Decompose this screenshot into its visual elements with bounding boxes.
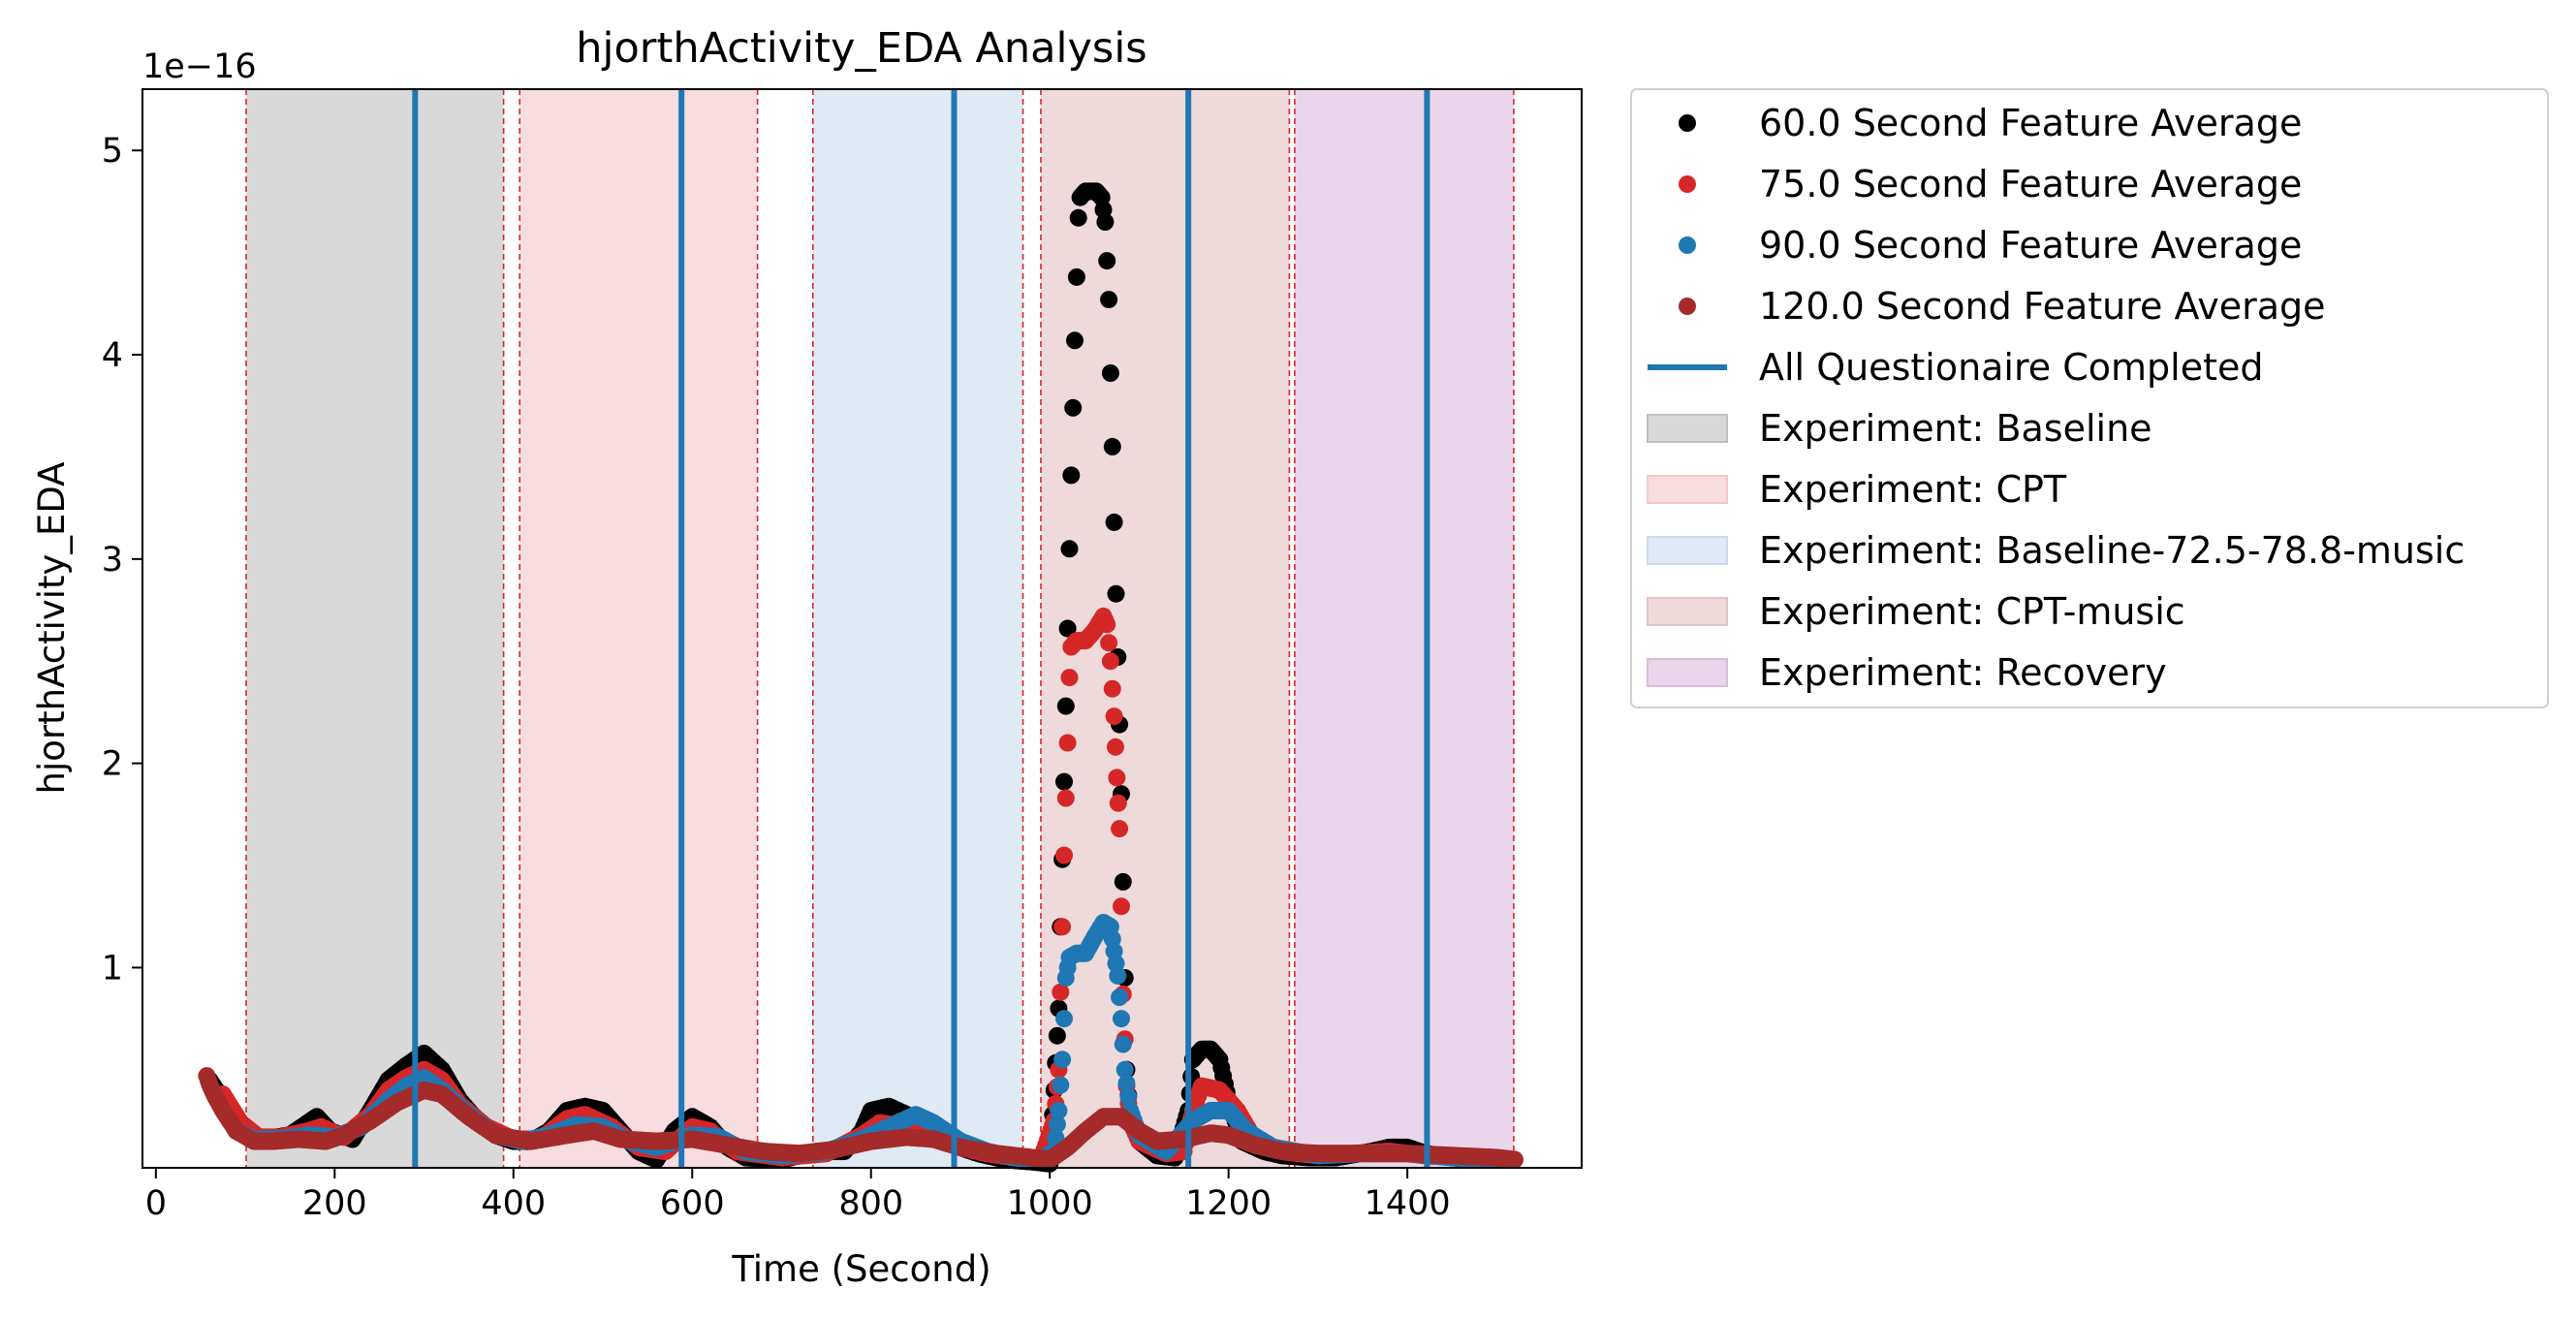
y-tick-label: 3 [102, 541, 123, 580]
point [1067, 267, 1085, 286]
x-tick-label: 1000 [1007, 1184, 1093, 1223]
x-tick-label: 800 [838, 1184, 903, 1223]
experiment-spans [245, 89, 1514, 1168]
y-tick-label: 5 [102, 132, 123, 171]
legend-marker [1679, 298, 1696, 315]
legend-label: Experiment: CPT [1759, 468, 2067, 511]
legend-label: Experiment: Baseline [1759, 407, 2152, 450]
point [1098, 252, 1116, 270]
legend-marker [1647, 597, 1728, 626]
legend-marker [1679, 114, 1696, 132]
point [1111, 989, 1129, 1006]
questionnaire-lines [412, 89, 1430, 1168]
point [1055, 772, 1073, 791]
x-tick-label: 600 [660, 1184, 725, 1223]
x-tick-label: 1400 [1365, 1184, 1451, 1223]
legend-label: Experiment: Baseline-72.5-78.8-music [1759, 529, 2465, 572]
y-axis-ticks: 1 2 3 4 5 [102, 132, 142, 988]
legend-marker [1647, 475, 1728, 504]
legend-marker [1679, 175, 1696, 193]
y-axis-label: hjorthActivity_EDA [31, 462, 73, 795]
point [1060, 669, 1079, 687]
point [1055, 846, 1073, 864]
point [1100, 291, 1118, 309]
legend-label: All Questionaire Completed [1759, 346, 2264, 389]
point [1114, 1035, 1132, 1053]
point [1101, 652, 1119, 671]
legend-label: 120.0 Second Feature Average [1759, 285, 2326, 328]
point [1107, 584, 1125, 603]
point [1056, 697, 1075, 715]
point [1069, 208, 1087, 227]
legend-marker [1647, 536, 1728, 565]
point [1058, 734, 1077, 752]
y-scale-label: 1e−16 [142, 47, 257, 86]
span-boundaries [245, 89, 1515, 1168]
span-3 [1040, 89, 1290, 1168]
legend-box [1630, 88, 2549, 708]
point [1053, 1051, 1072, 1069]
point [1052, 983, 1070, 1001]
span-4 [1294, 89, 1514, 1168]
point [1096, 213, 1115, 231]
x-axis-ticks: 0 200 400 600 800 1000 1200 1400 [145, 1168, 1451, 1223]
span-1 [519, 89, 758, 1168]
x-tick-label: 1200 [1185, 1184, 1272, 1223]
point [1056, 789, 1075, 807]
point [1107, 738, 1124, 756]
point [1113, 1010, 1130, 1028]
legend-label: 90.0 Second Feature Average [1759, 224, 2302, 267]
point [1048, 1115, 1066, 1133]
point [1066, 331, 1084, 350]
legend-label: Experiment: Recovery [1759, 651, 2167, 694]
point [1505, 1150, 1524, 1169]
point [1053, 918, 1072, 936]
y-tick-label: 1 [102, 949, 123, 988]
point [1058, 619, 1077, 638]
x-tick-label: 200 [302, 1184, 367, 1223]
point [1108, 769, 1126, 787]
point [1103, 679, 1121, 698]
y-tick-label: 2 [102, 745, 123, 784]
legend-label: 75.0 Second Feature Average [1759, 163, 2302, 205]
point [1113, 897, 1130, 916]
point [1100, 634, 1118, 652]
point [1055, 1010, 1073, 1028]
y-tick-label: 4 [102, 336, 123, 375]
point [1105, 513, 1123, 531]
point [1117, 1074, 1136, 1092]
legend-marker [1647, 658, 1728, 687]
point [1109, 966, 1127, 985]
x-tick-label: 400 [481, 1184, 546, 1223]
point [1115, 1060, 1134, 1079]
legend: 60.0 Second Feature Average 75.0 Second F… [1630, 88, 2549, 708]
chart-title: hjorthActivity_EDA Analysis [576, 24, 1147, 73]
plot-frame [141, 88, 1583, 1169]
legend-label: Experiment: CPT-music [1759, 590, 2185, 633]
point [1050, 1102, 1068, 1119]
point [1111, 820, 1129, 838]
x-tick-label: 0 [145, 1184, 167, 1223]
legend-marker [1647, 414, 1728, 443]
point [1101, 364, 1119, 382]
point [1064, 398, 1083, 417]
point [1062, 466, 1081, 485]
point [1052, 1076, 1070, 1094]
span-0 [245, 89, 504, 1168]
point [1060, 540, 1079, 558]
span-2 [812, 89, 1023, 1168]
legend-marker [1679, 236, 1696, 254]
point [1103, 437, 1121, 455]
point [1105, 707, 1123, 726]
point [1109, 794, 1127, 812]
point [1114, 872, 1132, 891]
point [1048, 1026, 1066, 1045]
point [1098, 615, 1116, 634]
point [1119, 1087, 1138, 1106]
legend-label: 60.0 Second Feature Average [1759, 102, 2302, 144]
x-axis-label: Time (Second) [731, 1248, 990, 1290]
